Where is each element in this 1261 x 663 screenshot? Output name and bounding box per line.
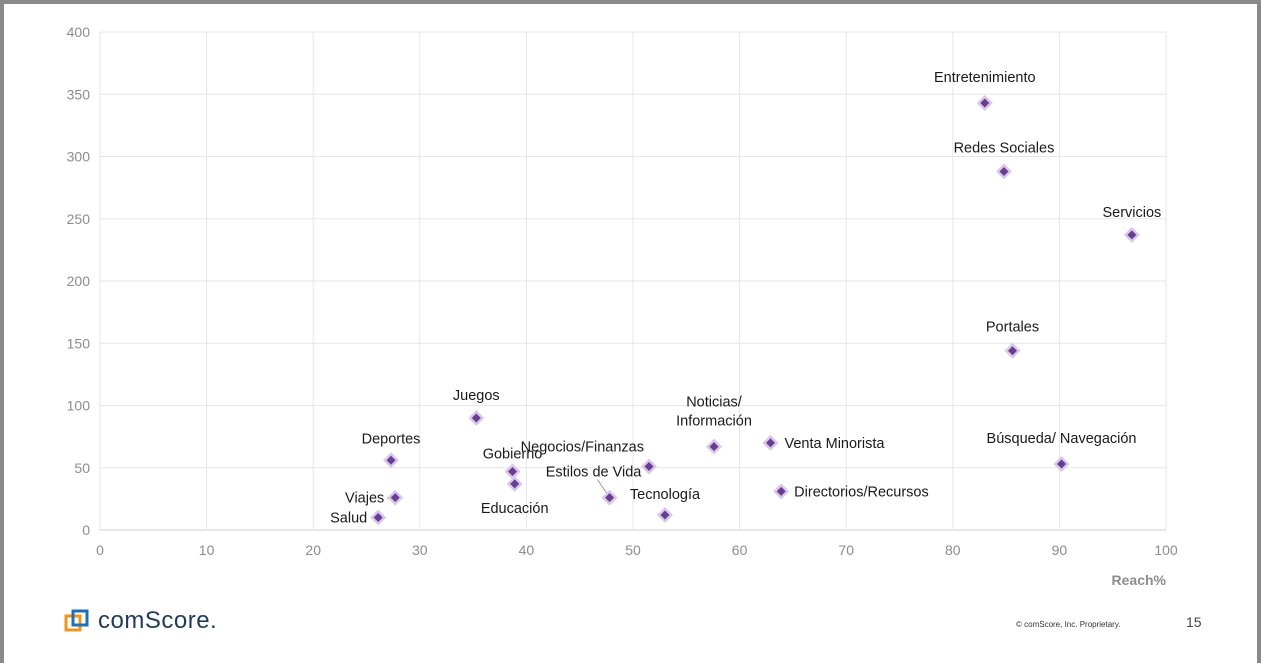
y-tick-label: 50 (74, 460, 90, 476)
data-point (1123, 226, 1140, 243)
data-point (387, 489, 404, 506)
comscore-logo: comScore. (64, 607, 217, 635)
y-tick-label: 300 (67, 149, 91, 165)
y-tick-label: 350 (67, 86, 91, 102)
x-tick-label: 0 (96, 542, 104, 558)
x-tick-label: 40 (519, 542, 535, 558)
data-point-marker (1007, 346, 1017, 356)
y-tick-label: 100 (67, 398, 91, 414)
data-point-marker (709, 442, 719, 452)
x-tick-label: 70 (838, 542, 854, 558)
data-point-label: Estilos de Vida (546, 465, 643, 481)
data-point-label: Deportes (362, 431, 421, 447)
data-points (370, 94, 1140, 526)
x-tick-label: 30 (412, 542, 428, 558)
y-tick-label: 0 (82, 522, 90, 538)
data-point-label: Educación (481, 501, 549, 517)
data-point (504, 463, 521, 480)
data-labels: Entretenimiento Redes Sociales Servicios Po… (330, 70, 1161, 527)
data-point-label: Juegos (453, 388, 500, 404)
data-point-marker (1057, 459, 1067, 469)
x-tick-label: 10 (199, 542, 215, 558)
data-point-marker (999, 166, 1009, 176)
chart-gridlines (99, 31, 1167, 531)
data-point-label: Negocios/Finanzas (521, 440, 644, 456)
y-axis-ticks: 0 50 100 150 200 250 300 350 400 (67, 24, 91, 538)
data-point-marker (980, 98, 990, 108)
data-point (773, 483, 790, 500)
x-axis-title: Reach% (1112, 572, 1167, 588)
data-point-label: Salud (330, 511, 367, 527)
data-point-label: Entretenimiento (934, 70, 1036, 86)
data-point (370, 509, 387, 526)
data-point (706, 438, 723, 455)
data-point (640, 458, 657, 475)
copyright-notice: © comScore, Inc. Proprietary. (1016, 620, 1121, 629)
page-number: 15 (1186, 614, 1202, 630)
y-tick-label: 250 (67, 211, 91, 227)
scatter-chart: 0 50 100 150 200 250 300 350 400 0 10 20 30 40 50 60 70… (67, 24, 1178, 588)
data-point-label: Viajes (345, 491, 384, 507)
x-tick-label: 100 (1154, 542, 1178, 558)
data-point (1004, 342, 1021, 359)
data-point-marker (644, 462, 654, 472)
data-point (383, 452, 400, 469)
data-point-marker (1127, 230, 1137, 240)
data-point-label: Servicios (1102, 205, 1161, 221)
x-tick-label: 60 (732, 542, 748, 558)
data-point-marker (766, 438, 776, 448)
data-point (1053, 456, 1070, 473)
comscore-logo-text: comScore. (98, 607, 218, 634)
data-point (762, 434, 779, 451)
data-point-marker (605, 493, 615, 503)
data-point (656, 507, 673, 524)
data-point-label: Gobierno (483, 446, 543, 462)
data-point-label: Búsqueda/ Navegación (987, 431, 1137, 447)
data-point-marker (373, 513, 383, 523)
data-point-label: Redes Sociales (954, 140, 1055, 156)
data-point (468, 409, 485, 426)
data-point-marker (390, 493, 400, 503)
comscore-logo-icon (64, 609, 89, 632)
data-point-marker (508, 466, 518, 476)
data-point-label: Noticias/Información (676, 395, 752, 430)
data-point-label: Portales (986, 320, 1039, 336)
x-tick-label: 80 (945, 542, 961, 558)
x-axis-ticks: 0 10 20 30 40 50 60 70 80 90 100 (96, 542, 1178, 558)
data-point (976, 94, 993, 111)
data-point-label: Venta Minorista (785, 436, 886, 452)
data-point (601, 489, 618, 506)
data-point-label: Directorios/Recursos (794, 484, 929, 500)
y-tick-label: 200 (67, 273, 91, 289)
data-point (506, 475, 523, 492)
x-tick-label: 90 (1052, 542, 1068, 558)
data-point-marker (471, 413, 481, 423)
data-point-label: Tecnología (630, 487, 701, 503)
data-point-marker (660, 510, 670, 520)
y-tick-label: 400 (67, 24, 91, 40)
data-point-marker (510, 479, 520, 489)
data-point-marker (776, 486, 786, 496)
x-tick-label: 50 (625, 542, 641, 558)
x-tick-label: 20 (305, 542, 321, 558)
data-point (995, 163, 1012, 180)
y-tick-label: 150 (67, 335, 91, 351)
data-point-marker (386, 455, 396, 465)
label-leader-lines (387, 479, 610, 500)
